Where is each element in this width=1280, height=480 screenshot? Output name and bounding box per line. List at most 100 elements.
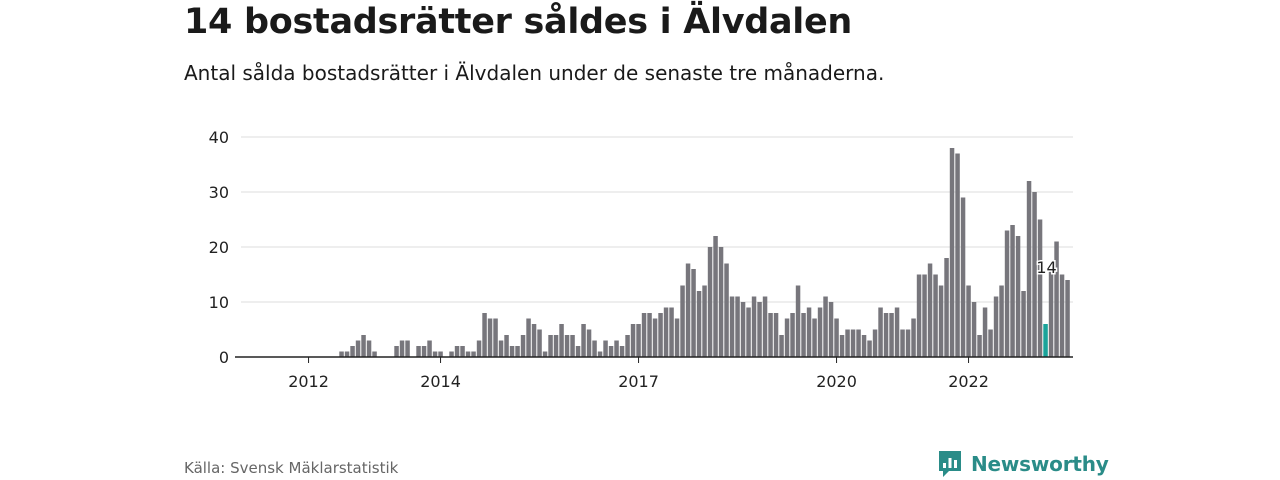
bar bbox=[1065, 280, 1070, 357]
bar bbox=[790, 313, 795, 357]
bar bbox=[817, 307, 823, 357]
bar bbox=[746, 307, 751, 357]
bar bbox=[773, 313, 779, 357]
bar bbox=[603, 340, 608, 357]
bar bbox=[911, 318, 916, 357]
bar bbox=[1059, 274, 1065, 357]
bar bbox=[394, 346, 399, 357]
bar bbox=[537, 329, 542, 357]
bar bbox=[905, 329, 911, 357]
bar bbox=[900, 329, 905, 357]
bar bbox=[779, 335, 784, 357]
bar bbox=[361, 335, 366, 357]
bar bbox=[509, 346, 515, 357]
bar bbox=[520, 335, 526, 357]
bar bbox=[1010, 225, 1015, 357]
bar bbox=[1015, 236, 1021, 357]
bar bbox=[542, 351, 548, 357]
bar bbox=[762, 296, 768, 357]
bar bbox=[757, 302, 762, 357]
bar bbox=[724, 263, 729, 357]
bar bbox=[581, 324, 586, 357]
bar bbox=[823, 296, 828, 357]
bar bbox=[702, 285, 707, 357]
chart-title: 14 bostadsrätter såldes i Älvdalen bbox=[184, 2, 853, 42]
bar bbox=[861, 335, 867, 357]
bar bbox=[663, 307, 669, 357]
bar bbox=[680, 285, 685, 357]
bar bbox=[795, 285, 801, 357]
bar bbox=[548, 335, 553, 357]
bar bbox=[1037, 219, 1043, 357]
bar bbox=[894, 307, 900, 357]
bar bbox=[559, 324, 564, 357]
bar bbox=[982, 307, 988, 357]
bar bbox=[856, 329, 861, 357]
bar bbox=[735, 296, 740, 357]
bar bbox=[427, 340, 432, 357]
bar bbox=[922, 274, 927, 357]
bar bbox=[1048, 269, 1054, 357]
bar bbox=[641, 313, 647, 357]
bar bbox=[834, 318, 839, 357]
x-axis-ticks: 2012 2014 2017 2020 2022 bbox=[288, 357, 989, 391]
bar bbox=[944, 258, 949, 357]
bar bbox=[718, 247, 724, 357]
bar bbox=[740, 302, 746, 357]
bar bbox=[630, 324, 636, 357]
bar bbox=[416, 346, 421, 357]
bar bbox=[372, 351, 377, 357]
bar bbox=[438, 351, 443, 357]
bar bbox=[955, 153, 960, 357]
bar bbox=[526, 318, 531, 357]
bar bbox=[933, 274, 938, 357]
bar bbox=[669, 307, 674, 357]
bar bbox=[504, 335, 509, 357]
bar bbox=[812, 318, 817, 357]
chart-subtitle: Antal sålda bostadsrätter i Älvdalen und… bbox=[184, 61, 885, 85]
y-tick-label: 20 bbox=[209, 238, 229, 257]
bar bbox=[647, 313, 652, 357]
bar bbox=[729, 296, 735, 357]
newsworthy-logo[interactable]: Newsworthy bbox=[937, 449, 1109, 479]
bar bbox=[971, 302, 977, 357]
bar bbox=[564, 335, 570, 357]
bar bbox=[850, 329, 856, 357]
bar bbox=[476, 340, 482, 357]
bar bbox=[575, 346, 581, 357]
x-tick-label: 2022 bbox=[948, 372, 989, 391]
bar bbox=[751, 296, 757, 357]
x-tick-label: 2012 bbox=[288, 372, 329, 391]
x-tick-label: 2020 bbox=[816, 372, 857, 391]
bar bbox=[619, 346, 625, 357]
bars bbox=[339, 148, 1070, 357]
bar bbox=[696, 291, 702, 357]
bar bbox=[916, 274, 922, 357]
bar bbox=[586, 329, 592, 357]
bar bbox=[878, 307, 883, 357]
bar bbox=[784, 318, 790, 357]
bar bbox=[608, 346, 614, 357]
bar bbox=[399, 340, 405, 357]
bar bbox=[652, 318, 658, 357]
bar bbox=[432, 351, 438, 357]
bar bbox=[806, 307, 812, 357]
y-tick-label: 30 bbox=[209, 183, 229, 202]
newsworthy-logo-icon bbox=[939, 451, 961, 477]
bar bbox=[449, 351, 454, 357]
bar bbox=[1021, 291, 1026, 357]
bar bbox=[658, 313, 663, 357]
y-tick-label: 0 bbox=[219, 348, 229, 367]
x-tick-label: 2017 bbox=[618, 372, 659, 391]
bar bbox=[471, 351, 476, 357]
bar bbox=[988, 329, 993, 357]
bar bbox=[828, 302, 834, 357]
bar bbox=[597, 351, 603, 357]
bar bbox=[993, 296, 999, 357]
bar bbox=[1026, 181, 1032, 357]
bar bbox=[949, 148, 955, 357]
bar bbox=[454, 346, 460, 357]
bar bbox=[685, 263, 691, 357]
bar bbox=[465, 351, 471, 357]
bar bbox=[691, 269, 696, 357]
